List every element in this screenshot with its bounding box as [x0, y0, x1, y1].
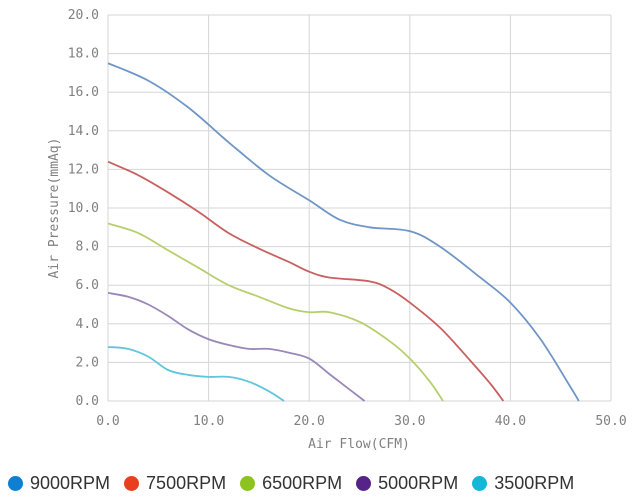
legend-item: 9000RPM [8, 473, 110, 494]
legend-marker [124, 475, 140, 491]
y-tick-label: 12.0 [68, 162, 99, 177]
y-tick-label: 4.0 [76, 317, 99, 332]
y-tick-label: 8.0 [76, 240, 99, 255]
series-line-6500rpm [107, 222, 444, 402]
y-tick-label: 20.0 [68, 8, 99, 23]
legend-marker [472, 475, 488, 491]
y-tick-label: 0.0 [76, 394, 99, 409]
x-tick-label: 50.0 [595, 414, 626, 429]
y-tick-label: 14.0 [68, 124, 99, 139]
y-tick-label: 10.0 [68, 201, 99, 216]
legend-marker [356, 475, 372, 491]
y-axis-title: Air Pressure(mmAq) [47, 138, 62, 279]
series-line-7500rpm [107, 160, 505, 402]
legend-label: 7500RPM [146, 472, 227, 493]
x-tick-label: 20.0 [294, 414, 325, 429]
pressure-flow-chart: 0.02.04.06.08.010.012.014.016.018.020.0 … [47, 8, 627, 452]
chart-series-lines [107, 62, 580, 402]
chart-grid [107, 14, 612, 402]
legend-item: 3500RPM [472, 473, 574, 494]
x-axis-title: Air Flow(CFM) [308, 437, 410, 452]
legend-label: 6500RPM [262, 472, 343, 493]
x-tick-label: 10.0 [193, 414, 224, 429]
legend-label: 3500RPM [494, 472, 575, 493]
legend-item: 6500RPM [240, 473, 342, 494]
x-tick-label: 0.0 [96, 414, 119, 429]
series-line-5000rpm [107, 292, 366, 402]
x-axis-ticks: 0.0 10.0 20.0 30.0 40.0 50.0 [96, 414, 626, 429]
series-line-3500rpm [107, 346, 285, 402]
legend-label: 5000RPM [378, 472, 459, 493]
x-tick-label: 30.0 [394, 414, 425, 429]
y-tick-label: 6.0 [76, 278, 99, 293]
legend-label: 9000RPM [30, 472, 111, 493]
series-line-9000rpm [107, 62, 580, 402]
legend-item: 7500RPM [124, 473, 226, 494]
legend-marker [8, 475, 23, 491]
chart-legend: 9000RPM 7500RPM 6500RPM 5000RPM 3500RPM [8, 470, 642, 496]
x-tick-label: 40.0 [495, 414, 526, 429]
y-tick-label: 2.0 [76, 355, 99, 370]
legend-marker [240, 475, 256, 491]
y-tick-label: 18.0 [68, 47, 99, 62]
y-axis-ticks: 0.0 2.0 4.0 6.0 8.0 10.0 12.0 14.0 16.0 18.0 20.0 [68, 8, 99, 409]
legend-item: 5000RPM [356, 473, 458, 494]
y-tick-label: 16.0 [68, 85, 99, 100]
